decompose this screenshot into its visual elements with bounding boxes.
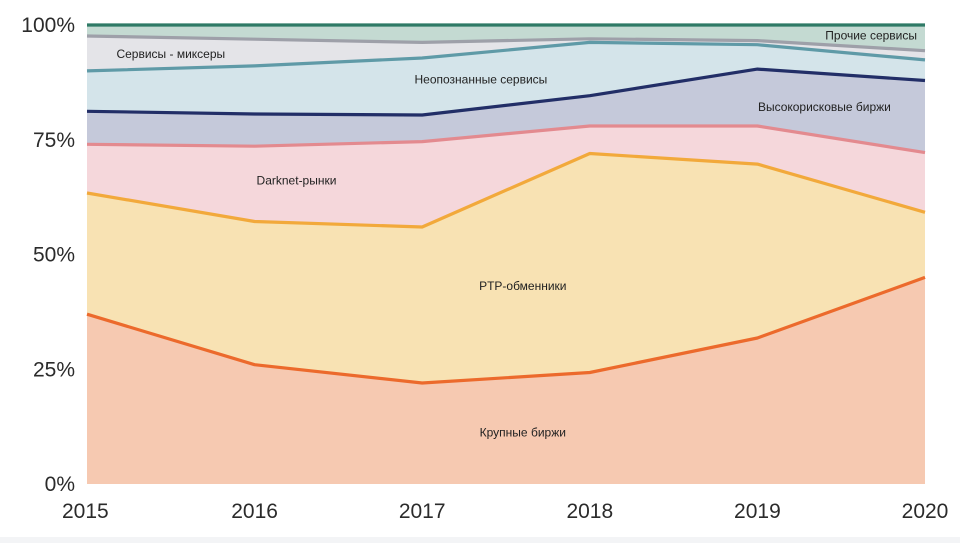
line-крупные-биржи	[86, 275, 926, 385]
line-darknet-рынки	[86, 124, 926, 155]
x-tick-label: 2019	[734, 500, 781, 523]
area-высокорисковые-биржи	[87, 69, 925, 153]
band-label-неопознанные-сервисы: Неопознанные сервисы	[415, 72, 548, 86]
area-неопознанные-сервисы	[87, 42, 925, 115]
band-label-ptp-обменники: PTP-обменники	[479, 279, 566, 293]
series-lines	[86, 23, 926, 385]
x-tick-label: 2017	[399, 500, 446, 523]
y-tick-label: 25%	[33, 358, 75, 381]
band-labels: Крупные биржи PTP-обменники Darknet-рынки В…	[116, 29, 917, 440]
line-высокорисковые-биржи	[86, 67, 926, 117]
x-tick-label: 2018	[566, 500, 613, 523]
area-ptp-обменники	[87, 153, 925, 383]
band-label-прочие-сервисы: Прочие сервисы	[825, 29, 917, 43]
band-label-darknet-рынки: Darknet-рынки	[257, 173, 337, 187]
x-tick-label: 2016	[231, 500, 278, 523]
band-label-сервисы-миксеры: Сервисы - миксеры	[116, 47, 225, 61]
area-bands	[87, 25, 925, 484]
y-axis: 0% 25% 50% 75% 100%	[21, 14, 75, 496]
line-сервисы-миксеры	[86, 34, 926, 53]
line-ptp-обменники	[86, 151, 926, 229]
y-tick-label: 100%	[21, 14, 75, 37]
x-tick-label: 2015	[62, 500, 109, 523]
y-tick-label: 0%	[45, 473, 75, 496]
area-сервисы-миксеры	[87, 36, 925, 71]
band-label-крупные-биржи: Крупные биржи	[480, 426, 566, 440]
band-label-высокорисковые-биржи: Высокорисковые биржи	[758, 100, 891, 114]
x-tick-label: 2020	[902, 500, 949, 523]
x-axis: 2015 2016 2017 2018 2019 2020	[62, 500, 948, 523]
y-tick-label: 50%	[33, 244, 75, 267]
line-неопознанные-сервисы	[86, 40, 926, 73]
area-прочие-сервисы	[87, 25, 925, 51]
y-tick-label: 75%	[33, 129, 75, 152]
area-darknet-рынки	[87, 126, 925, 227]
area-крупные-биржи	[87, 277, 925, 484]
